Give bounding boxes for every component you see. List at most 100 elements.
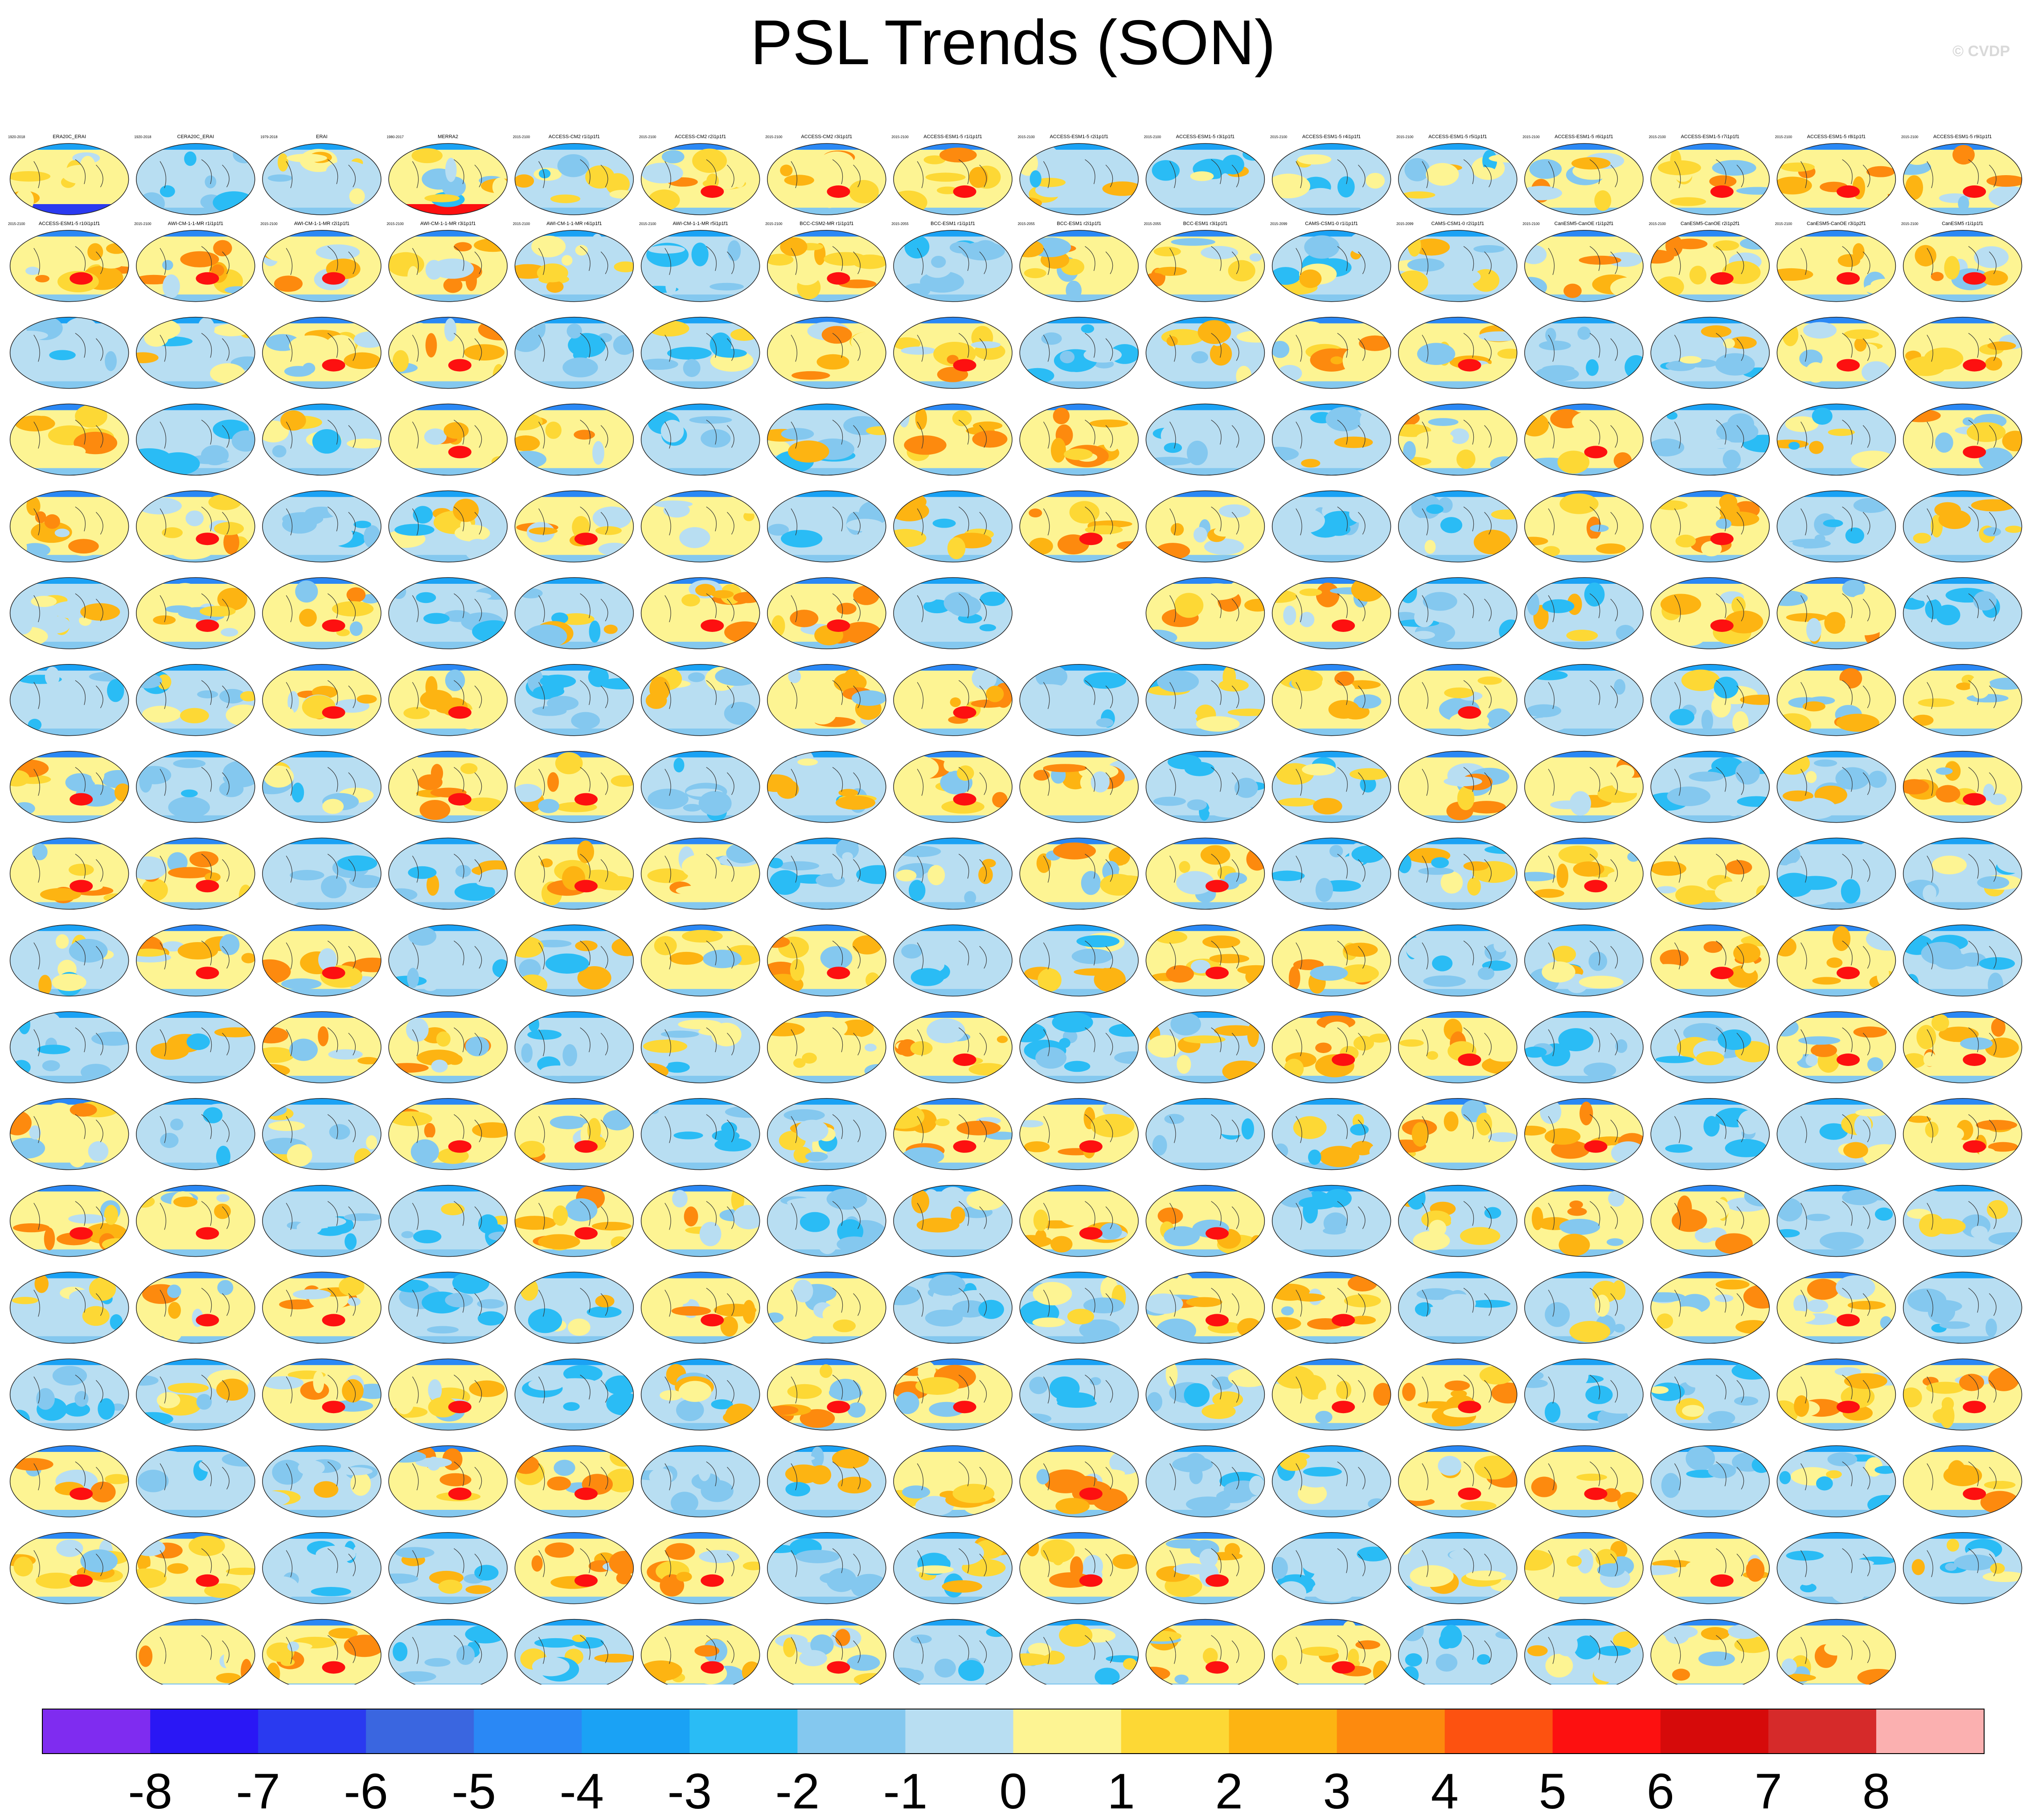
map-panel [1650, 316, 1770, 389]
map-coastline [160, 1027, 230, 1057]
map-anomaly [450, 591, 492, 601]
map-panel [1776, 577, 1896, 649]
map-anomaly [89, 1277, 116, 1301]
map-anomaly [1694, 1228, 1716, 1243]
map-arctic-band [1146, 578, 1265, 584]
map-anomaly [1325, 1021, 1350, 1038]
map-outline [1019, 143, 1139, 215]
map-anomaly [1432, 955, 1453, 971]
map-anomaly [1402, 1666, 1419, 1684]
map-anomaly [64, 317, 98, 343]
map-anomaly [182, 1113, 195, 1136]
map-coastline [1169, 593, 1239, 623]
map-panel [514, 1271, 634, 1344]
map-anomaly [1577, 326, 1591, 340]
map-outline [1145, 577, 1265, 649]
map-background [1903, 317, 2022, 389]
map-coastline [33, 1548, 103, 1577]
map-anomaly [1651, 861, 1686, 876]
map-coastline [160, 159, 230, 189]
map-arctic-band [1020, 143, 1139, 150]
map-anomaly [1353, 1036, 1374, 1051]
map-anomaly [1719, 494, 1738, 511]
map-southern-band [1525, 555, 1643, 562]
map-panel [1524, 664, 1644, 736]
map-anomaly [1665, 235, 1683, 257]
map-anomaly [1701, 541, 1722, 557]
map-anomaly [952, 1484, 995, 1503]
map-panel [1398, 1619, 1517, 1685]
map-anomaly [1623, 616, 1636, 628]
map-southern-band [1020, 1423, 1139, 1431]
map-southern-band [10, 1249, 129, 1257]
map-outline [1903, 1011, 2022, 1083]
map-panel [640, 1271, 760, 1344]
map-anomaly-max [322, 359, 345, 372]
map-anomaly [1414, 607, 1434, 627]
map-arctic-band [136, 1619, 255, 1626]
map-outline [1145, 1532, 1265, 1604]
map-panel [1776, 403, 1896, 476]
map-arctic-band [515, 578, 634, 584]
map-anomaly [1531, 1476, 1557, 1497]
map-anomaly [392, 350, 409, 372]
map-anomaly [1805, 1213, 1830, 1222]
map-panel [1524, 1619, 1644, 1685]
map-panel [893, 490, 1013, 562]
colorbar-swatch [150, 1709, 258, 1754]
map-anomaly [1558, 845, 1598, 864]
map-anomaly-max [322, 706, 345, 719]
colorbar-frame [42, 1709, 1985, 1754]
map-anomaly [1398, 540, 1429, 561]
map-arctic-band [515, 1359, 634, 1365]
map-southern-band [136, 294, 255, 302]
map-arctic-band [894, 1446, 1012, 1452]
map-anomaly [221, 628, 238, 637]
map-outline [9, 750, 129, 823]
map-anomaly [136, 275, 172, 285]
map-anomaly [219, 781, 244, 797]
panel-period: 2015-2100 [1522, 222, 1540, 226]
map-arctic-band [1525, 1446, 1643, 1452]
map-anomaly [678, 1381, 712, 1402]
map-southern-band [641, 815, 760, 823]
map-anomaly [771, 615, 785, 637]
map-anomaly [1204, 538, 1244, 555]
map-coastline [791, 419, 861, 449]
map-arctic-band [1777, 1446, 1896, 1452]
map-panel [136, 316, 255, 389]
map-outline [262, 316, 381, 389]
map-anomaly [1777, 1045, 1803, 1064]
map-anomaly [1105, 504, 1139, 518]
map-anomaly [1845, 527, 1864, 544]
map-southern-band [1525, 381, 1643, 389]
map-anomaly [1703, 941, 1723, 953]
map-panel [388, 1532, 508, 1604]
map-arctic-band [136, 751, 255, 758]
map-anomaly [428, 1379, 442, 1401]
map-coastline [1169, 1374, 1239, 1404]
map-anomaly [1525, 872, 1556, 881]
map-panel [893, 403, 1013, 476]
map-anomaly [1561, 243, 1587, 255]
map-anomaly [551, 612, 568, 624]
map-anomaly [1710, 1553, 1748, 1571]
map-anomaly [1727, 413, 1755, 435]
map-anomaly [238, 885, 253, 907]
map-anomaly [445, 158, 457, 182]
map-coastline [1548, 1114, 1618, 1143]
map-panel [1398, 1185, 1517, 1257]
map-anomaly [1272, 267, 1301, 285]
map-anomaly [173, 759, 206, 768]
map-anomaly [1675, 534, 1696, 548]
map-anomaly [1794, 1395, 1809, 1417]
map-anomaly [844, 669, 860, 685]
map-panel [1903, 1358, 2022, 1431]
map-background [515, 1098, 634, 1170]
map-anomaly [1275, 1225, 1319, 1250]
map-arctic-band [10, 1012, 129, 1018]
map-outline [136, 924, 255, 996]
map-panel [1776, 316, 1896, 389]
map-southern-band [894, 1076, 1012, 1083]
